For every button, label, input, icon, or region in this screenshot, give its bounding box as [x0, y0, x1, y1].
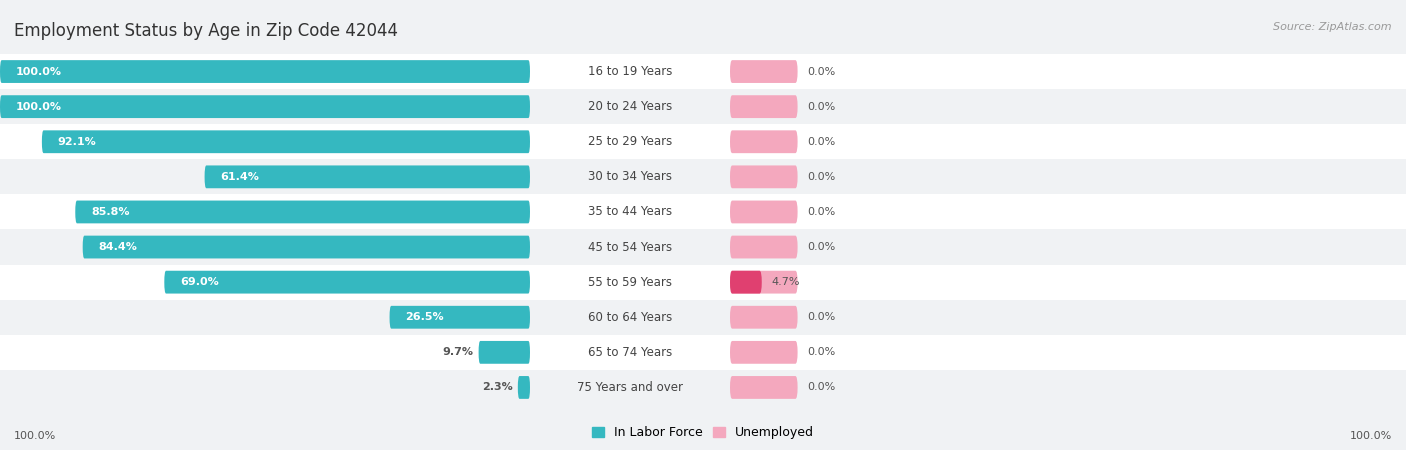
Text: 100.0%: 100.0%: [14, 431, 56, 441]
FancyBboxPatch shape: [0, 300, 530, 335]
FancyBboxPatch shape: [730, 130, 797, 153]
FancyBboxPatch shape: [730, 370, 1406, 405]
FancyBboxPatch shape: [730, 194, 1406, 230]
FancyBboxPatch shape: [42, 130, 530, 153]
Text: 35 to 44 Years: 35 to 44 Years: [588, 206, 672, 218]
Legend: In Labor Force, Unemployed: In Labor Force, Unemployed: [592, 426, 814, 439]
Text: Employment Status by Age in Zip Code 42044: Employment Status by Age in Zip Code 420…: [14, 22, 398, 40]
FancyBboxPatch shape: [730, 341, 797, 364]
FancyBboxPatch shape: [76, 201, 530, 223]
Text: 0.0%: 0.0%: [807, 172, 837, 182]
FancyBboxPatch shape: [0, 370, 530, 405]
FancyBboxPatch shape: [517, 376, 530, 399]
FancyBboxPatch shape: [730, 159, 1406, 194]
FancyBboxPatch shape: [730, 376, 797, 399]
FancyBboxPatch shape: [0, 60, 530, 83]
FancyBboxPatch shape: [0, 54, 530, 89]
FancyBboxPatch shape: [530, 54, 730, 89]
Text: 55 to 59 Years: 55 to 59 Years: [588, 276, 672, 288]
Text: 85.8%: 85.8%: [91, 207, 129, 217]
FancyBboxPatch shape: [730, 60, 797, 83]
FancyBboxPatch shape: [0, 124, 530, 159]
Text: 0.0%: 0.0%: [807, 67, 837, 76]
FancyBboxPatch shape: [730, 236, 797, 258]
FancyBboxPatch shape: [530, 124, 730, 159]
FancyBboxPatch shape: [530, 265, 730, 300]
FancyBboxPatch shape: [530, 300, 730, 335]
FancyBboxPatch shape: [730, 271, 762, 293]
Text: 30 to 34 Years: 30 to 34 Years: [588, 171, 672, 183]
FancyBboxPatch shape: [730, 271, 797, 293]
FancyBboxPatch shape: [0, 89, 530, 124]
FancyBboxPatch shape: [530, 159, 730, 194]
Text: 84.4%: 84.4%: [98, 242, 138, 252]
Text: 0.0%: 0.0%: [807, 347, 837, 357]
FancyBboxPatch shape: [530, 89, 730, 124]
Text: 25 to 29 Years: 25 to 29 Years: [588, 135, 672, 148]
Text: 100.0%: 100.0%: [15, 102, 62, 112]
FancyBboxPatch shape: [730, 54, 1406, 89]
FancyBboxPatch shape: [389, 306, 530, 328]
Text: 2.3%: 2.3%: [482, 382, 513, 392]
Text: 45 to 54 Years: 45 to 54 Years: [588, 241, 672, 253]
Text: 0.0%: 0.0%: [807, 137, 837, 147]
Text: Source: ZipAtlas.com: Source: ZipAtlas.com: [1274, 22, 1392, 32]
FancyBboxPatch shape: [730, 89, 1406, 124]
Text: 69.0%: 69.0%: [180, 277, 219, 287]
FancyBboxPatch shape: [0, 230, 530, 265]
FancyBboxPatch shape: [0, 159, 530, 194]
FancyBboxPatch shape: [730, 230, 1406, 265]
Text: 0.0%: 0.0%: [807, 312, 837, 322]
FancyBboxPatch shape: [478, 341, 530, 364]
Text: 75 Years and over: 75 Years and over: [576, 381, 683, 394]
FancyBboxPatch shape: [0, 194, 530, 230]
Text: 0.0%: 0.0%: [807, 102, 837, 112]
Text: 61.4%: 61.4%: [221, 172, 259, 182]
FancyBboxPatch shape: [730, 95, 797, 118]
Text: 100.0%: 100.0%: [1350, 431, 1392, 441]
Text: 92.1%: 92.1%: [58, 137, 97, 147]
FancyBboxPatch shape: [530, 194, 730, 230]
FancyBboxPatch shape: [730, 201, 797, 223]
FancyBboxPatch shape: [730, 335, 1406, 370]
FancyBboxPatch shape: [530, 370, 730, 405]
FancyBboxPatch shape: [0, 95, 530, 118]
FancyBboxPatch shape: [205, 166, 530, 188]
FancyBboxPatch shape: [165, 271, 530, 293]
Text: 60 to 64 Years: 60 to 64 Years: [588, 311, 672, 324]
Text: 100.0%: 100.0%: [15, 67, 62, 76]
Text: 65 to 74 Years: 65 to 74 Years: [588, 346, 672, 359]
FancyBboxPatch shape: [530, 335, 730, 370]
FancyBboxPatch shape: [730, 265, 1406, 300]
FancyBboxPatch shape: [0, 265, 530, 300]
Text: 20 to 24 Years: 20 to 24 Years: [588, 100, 672, 113]
FancyBboxPatch shape: [730, 166, 797, 188]
FancyBboxPatch shape: [730, 124, 1406, 159]
Text: 0.0%: 0.0%: [807, 242, 837, 252]
FancyBboxPatch shape: [730, 306, 797, 328]
Text: 16 to 19 Years: 16 to 19 Years: [588, 65, 672, 78]
Text: 4.7%: 4.7%: [772, 277, 800, 287]
FancyBboxPatch shape: [0, 335, 530, 370]
FancyBboxPatch shape: [730, 300, 1406, 335]
Text: 26.5%: 26.5%: [405, 312, 444, 322]
Text: 9.7%: 9.7%: [443, 347, 474, 357]
Text: 0.0%: 0.0%: [807, 382, 837, 392]
FancyBboxPatch shape: [530, 230, 730, 265]
Text: 0.0%: 0.0%: [807, 207, 837, 217]
FancyBboxPatch shape: [83, 236, 530, 258]
